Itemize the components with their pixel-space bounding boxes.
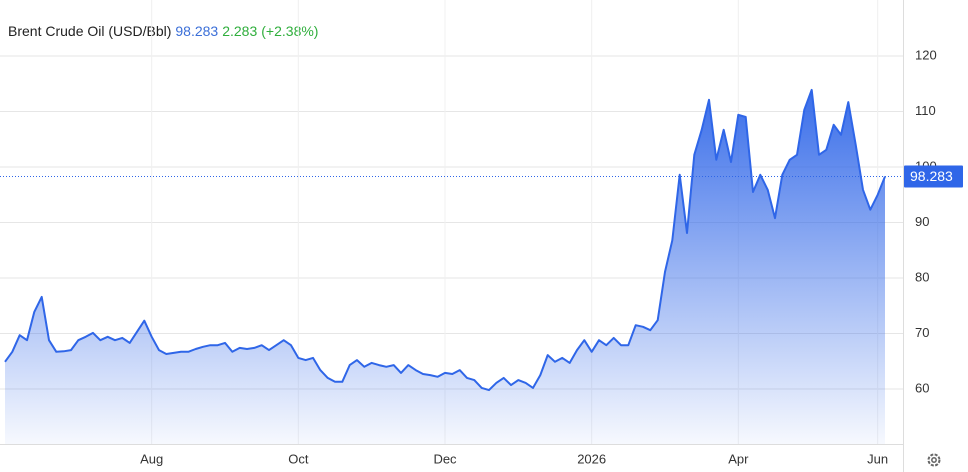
y-tick-label: 120 — [915, 47, 937, 62]
plot — [0, 88, 903, 445]
y-tick-label: 80 — [915, 269, 929, 284]
settings-icon[interactable] — [927, 453, 941, 467]
axis: 60708090100110120AugOctDec2026AprJun98.2… — [140, 47, 963, 466]
y-tick-label: 110 — [915, 103, 936, 118]
x-tick-label: Dec — [433, 451, 457, 466]
x-tick-label: Jun — [867, 451, 888, 466]
gear[interactable] — [927, 453, 941, 467]
price-badge-label: 98.283 — [910, 168, 953, 184]
price-badge — [904, 165, 963, 188]
y-tick-label: 60 — [915, 380, 929, 395]
area-fill — [5, 89, 885, 445]
y-tick-label: 70 — [915, 325, 929, 340]
header: Brent Crude Oil (USD/Bbl) 98.283 2.283 (+2.… — [8, 23, 322, 39]
x-tick-label: Aug — [140, 451, 163, 466]
change: 2.283 — [222, 23, 258, 39]
y-tick-label: 90 — [915, 214, 929, 229]
x-tick-label: 2026 — [577, 451, 606, 466]
line — [4, 88, 886, 392]
gear-hub[interactable] — [931, 457, 937, 463]
x-tick-label: Apr — [728, 451, 749, 466]
price: 98.283 — [175, 23, 219, 39]
x-tick-label: Oct — [288, 451, 309, 466]
title: Brent Crude Oil (USD/Bbl) — [8, 23, 172, 39]
change-pct: (+2.38%) — [261, 23, 319, 39]
